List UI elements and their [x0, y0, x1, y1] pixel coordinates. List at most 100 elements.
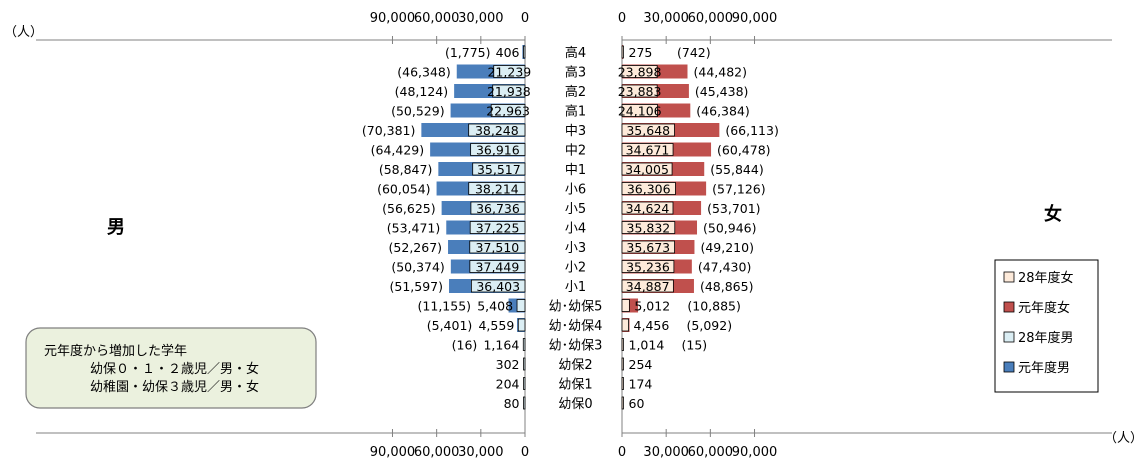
category-label: 高3 [565, 65, 586, 81]
label-male-r1: (60,054) [377, 182, 431, 197]
bar-female-h28 [621, 65, 658, 78]
label-female-r1: (47,430) [698, 260, 752, 275]
bar-male-h28 [492, 84, 526, 98]
legend-swatch [1003, 301, 1015, 313]
label-male-r1: (70,381) [362, 123, 416, 138]
bar-female-h28 [621, 201, 674, 215]
bar-male-h28 [516, 299, 526, 312]
label-female-r1: (60,478) [717, 143, 771, 158]
bar-male-h28 [468, 123, 526, 137]
tick-label: 30,000 [643, 11, 689, 26]
tick-label: 0 [521, 11, 529, 26]
note-title: 元年度から増加した学年 [44, 343, 187, 359]
label-female-r1: (46,384) [696, 104, 750, 119]
label-male-h28: 21,239 [487, 65, 531, 80]
label-female-h28: 5,012 [634, 299, 670, 314]
category-label: 高2 [565, 84, 586, 100]
label-male-r1: (51,597) [390, 279, 444, 294]
bar-female-h28 [621, 84, 658, 98]
tick-label: 0 [521, 445, 529, 460]
bar-female-h28 [621, 260, 675, 273]
label-male-r1: (5,401) [427, 318, 473, 333]
tick-label: 0 [618, 445, 626, 460]
label-female-h28: 275 [629, 45, 653, 60]
label-female-h28: 23,883 [618, 84, 662, 99]
label-female-r1: (66,113) [725, 123, 779, 138]
label-female-r1: (50,946) [703, 221, 757, 236]
label-male-r1: (52,267) [389, 240, 443, 255]
tick-label: 0 [618, 11, 626, 26]
label-male-h28: 38,214 [475, 182, 519, 197]
tick-label: 90,000 [732, 11, 778, 26]
label-female-r1: (48,865) [700, 279, 754, 294]
label-male-h28: 5,408 [477, 299, 513, 314]
tick-label: 90,000 [370, 11, 416, 26]
category-labels: 高4 高3 高2 高1 中3 中2 中1 小6 小5 小4 小3 小2 小1 幼･幼保5 幼･幼保4 幼･幼保… [549, 45, 603, 412]
label-male-h28: 21,938 [487, 84, 531, 99]
label-male-h28: 406 [496, 45, 520, 60]
label-male-h28: 35,517 [477, 162, 521, 177]
label-male-r1: (50,529) [391, 104, 445, 119]
bar-female-h28 [621, 162, 673, 176]
label-female-r1: (15) [682, 338, 708, 353]
label-male-h28: 22,963 [486, 104, 530, 119]
bar-male-h28 [523, 377, 526, 390]
label-male-r1: (58,847) [379, 162, 433, 177]
unit-label-bottom: （人） [1104, 431, 1143, 446]
label-female-h28: 60 [629, 396, 645, 411]
label-female-r1: (5,092) [687, 318, 733, 333]
label-female-h28: 34,887 [626, 279, 670, 294]
category-label: 中3 [565, 124, 586, 139]
label-female-r1: (45,438) [695, 84, 749, 99]
label-male-r1: (64,429) [371, 143, 425, 158]
legend-label: 28年度女 [1018, 270, 1074, 286]
label-male-h28: 204 [496, 377, 520, 392]
category-label: 小4 [565, 222, 586, 237]
label-female-h28: 1,014 [629, 338, 665, 353]
legend-swatch [1003, 331, 1015, 343]
unit-label-top: （人） [4, 25, 43, 40]
label-male-h28: 36,403 [476, 279, 520, 294]
label-male-r1: (53,471) [387, 221, 441, 236]
bar-male-h28 [523, 396, 526, 410]
category-label: 幼･幼保3 [549, 339, 603, 354]
category-label: 小6 [565, 183, 586, 198]
label-male-r1: (56,625) [382, 201, 436, 216]
tick-label: 30,000 [643, 445, 689, 460]
bar-male-h28 [469, 240, 526, 254]
category-label: 小3 [565, 241, 586, 256]
tick-label: 60,000 [414, 11, 460, 26]
bar-female-h28 [621, 299, 630, 312]
label-male-h28: 38,248 [475, 123, 519, 138]
label-female-r1: (742) [677, 45, 711, 60]
category-label: 小5 [565, 202, 586, 217]
bar-female-h28 [621, 279, 674, 293]
legend-label: 元年度女 [1018, 300, 1070, 316]
female-label: 女 [1044, 203, 1062, 225]
label-female-h28: 254 [629, 357, 653, 372]
tick-label: 60,000 [688, 445, 734, 460]
label-female-r1: (44,482) [693, 65, 747, 80]
label-female-r1: (57,126) [712, 182, 766, 197]
tick-label: 30,000 [458, 11, 504, 26]
category-label: 幼･幼保5 [549, 300, 603, 315]
label-male-h28: 37,510 [476, 240, 520, 255]
category-label: 幼保0 [558, 397, 592, 412]
label-male-h28: 36,736 [476, 201, 520, 216]
label-female-h28: 35,236 [626, 260, 670, 275]
label-male-h28: 4,559 [478, 318, 514, 333]
bar-male-h28 [490, 104, 526, 117]
label-male-r1: (1,775) [445, 45, 491, 60]
bar-male-h28 [493, 65, 526, 78]
bar-female-h28 [621, 240, 675, 254]
bars [421, 45, 720, 410]
label-female-h28: 23,898 [618, 65, 662, 80]
label-female-h28: 4,456 [634, 318, 670, 333]
legend-label: 28年度男 [1018, 330, 1074, 346]
tick-label: 60,000 [414, 445, 460, 460]
bar-female-h28 [621, 45, 624, 59]
category-label: 高1 [565, 104, 586, 120]
label-male-r1: (50,374) [391, 260, 445, 275]
label-male-r1: (48,124) [395, 84, 449, 99]
